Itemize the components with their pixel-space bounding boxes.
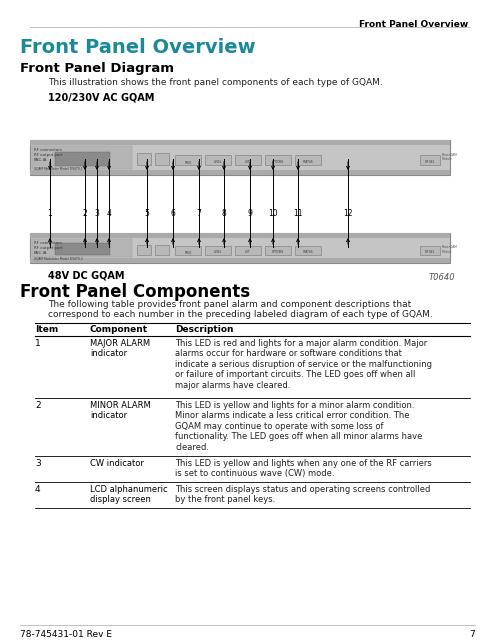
Text: Front Panel Overview: Front Panel Overview	[359, 20, 468, 29]
Text: Front Panel Components: Front Panel Components	[20, 283, 250, 301]
Text: LCD alphanumeric
display screen: LCD alphanumeric display screen	[90, 485, 168, 504]
Bar	[205, 246, 231, 255]
Text: Description: Description	[175, 325, 234, 334]
Text: Item: Item	[35, 325, 58, 334]
Bar	[420, 155, 440, 165]
Bar	[30, 170, 450, 175]
Text: MAJOR ALARM
indicator: MAJOR ALARM indicator	[90, 339, 150, 358]
Text: RF SEL: RF SEL	[425, 250, 435, 254]
Text: LIST: LIST	[245, 250, 251, 254]
Text: PowerQAM
Module: PowerQAM Module	[442, 245, 458, 253]
Text: 48V DC GQAM: 48V DC GQAM	[48, 270, 125, 280]
Text: 2: 2	[35, 401, 41, 410]
Text: 7: 7	[197, 209, 201, 218]
Text: 9: 9	[248, 209, 252, 218]
Text: 3: 3	[35, 459, 41, 468]
Text: OPTIONS: OPTIONS	[272, 250, 284, 254]
Text: This LED is red and lights for a major alarm condition. Major
alarms occur for h: This LED is red and lights for a major a…	[175, 339, 432, 390]
Bar	[155, 153, 169, 165]
Text: STATUS: STATUS	[302, 250, 313, 254]
Text: OPTIONS: OPTIONS	[272, 160, 284, 164]
Text: The following table provides front panel alarm and component descriptions that
c: The following table provides front panel…	[48, 300, 433, 319]
Bar	[137, 245, 151, 255]
Bar	[175, 246, 201, 255]
Text: GQAM Modulator Model D9479-1: GQAM Modulator Model D9479-1	[34, 166, 83, 170]
Bar	[265, 246, 291, 255]
Text: 4: 4	[35, 485, 41, 494]
Bar	[155, 245, 169, 255]
Text: 6: 6	[171, 209, 175, 218]
Bar	[55, 243, 110, 255]
Text: RF SEL: RF SEL	[425, 160, 435, 164]
Text: LIST: LIST	[245, 160, 251, 164]
Text: FREQ: FREQ	[184, 250, 192, 254]
Text: This screen displays status and operating screens controlled
by the front panel : This screen displays status and operatin…	[175, 485, 430, 504]
Bar	[30, 233, 450, 263]
Text: RF connectors: RF connectors	[34, 241, 62, 245]
Bar	[235, 246, 261, 255]
Bar	[295, 155, 321, 165]
Text: 2: 2	[83, 209, 88, 218]
Text: RF connectors: RF connectors	[34, 148, 62, 152]
Bar	[30, 233, 450, 238]
Text: STATUS: STATUS	[302, 160, 313, 164]
Bar	[30, 140, 450, 175]
Text: 78-745431-01 Rev E: 78-745431-01 Rev E	[20, 630, 112, 639]
Text: BNC-IA: BNC-IA	[34, 158, 48, 162]
Text: 1: 1	[48, 209, 52, 218]
Bar	[55, 152, 110, 166]
Bar	[137, 153, 151, 165]
Text: 11: 11	[293, 209, 303, 218]
Text: This LED is yellow and lights when any one of the RF carriers
is set to continuo: This LED is yellow and lights when any o…	[175, 459, 432, 479]
Text: 5: 5	[145, 209, 149, 218]
Text: GQAM Modulator Model D9479-2: GQAM Modulator Model D9479-2	[34, 257, 83, 261]
Text: 1: 1	[35, 339, 41, 348]
Bar	[235, 155, 261, 165]
Bar	[420, 246, 440, 255]
Text: CW indicator: CW indicator	[90, 459, 144, 468]
Bar	[32, 146, 132, 169]
Text: PowerQAM
Module: PowerQAM Module	[442, 152, 458, 161]
Text: Component: Component	[90, 325, 148, 334]
Text: 10: 10	[268, 209, 278, 218]
Text: 12: 12	[343, 209, 353, 218]
Text: 7: 7	[469, 630, 475, 639]
Text: This LED is yellow and lights for a minor alarm condition.
Minor alarms indicate: This LED is yellow and lights for a mino…	[175, 401, 422, 452]
Text: T0640: T0640	[428, 273, 455, 282]
Bar	[32, 239, 132, 257]
Text: FREQ: FREQ	[184, 160, 192, 164]
Bar	[175, 155, 201, 165]
Bar	[205, 155, 231, 165]
Text: 120/230V AC GQAM: 120/230V AC GQAM	[48, 93, 154, 103]
Text: RF output port: RF output port	[34, 246, 62, 250]
Text: 4: 4	[106, 209, 111, 218]
Bar	[265, 155, 291, 165]
Text: MINOR ALARM
indicator: MINOR ALARM indicator	[90, 401, 151, 420]
Text: Front Panel Overview: Front Panel Overview	[20, 38, 255, 57]
Text: RF output port: RF output port	[34, 153, 62, 157]
Bar	[295, 246, 321, 255]
Text: 3: 3	[95, 209, 99, 218]
Text: Front Panel Diagram: Front Panel Diagram	[20, 62, 174, 75]
Bar	[30, 140, 450, 145]
Text: LEVEL: LEVEL	[214, 160, 222, 164]
Text: BNC-IA: BNC-IA	[34, 251, 48, 255]
Bar	[30, 258, 450, 263]
Text: 8: 8	[222, 209, 226, 218]
Text: LEVEL: LEVEL	[214, 250, 222, 254]
Text: This illustration shows the front panel components of each type of GQAM.: This illustration shows the front panel …	[48, 78, 383, 87]
